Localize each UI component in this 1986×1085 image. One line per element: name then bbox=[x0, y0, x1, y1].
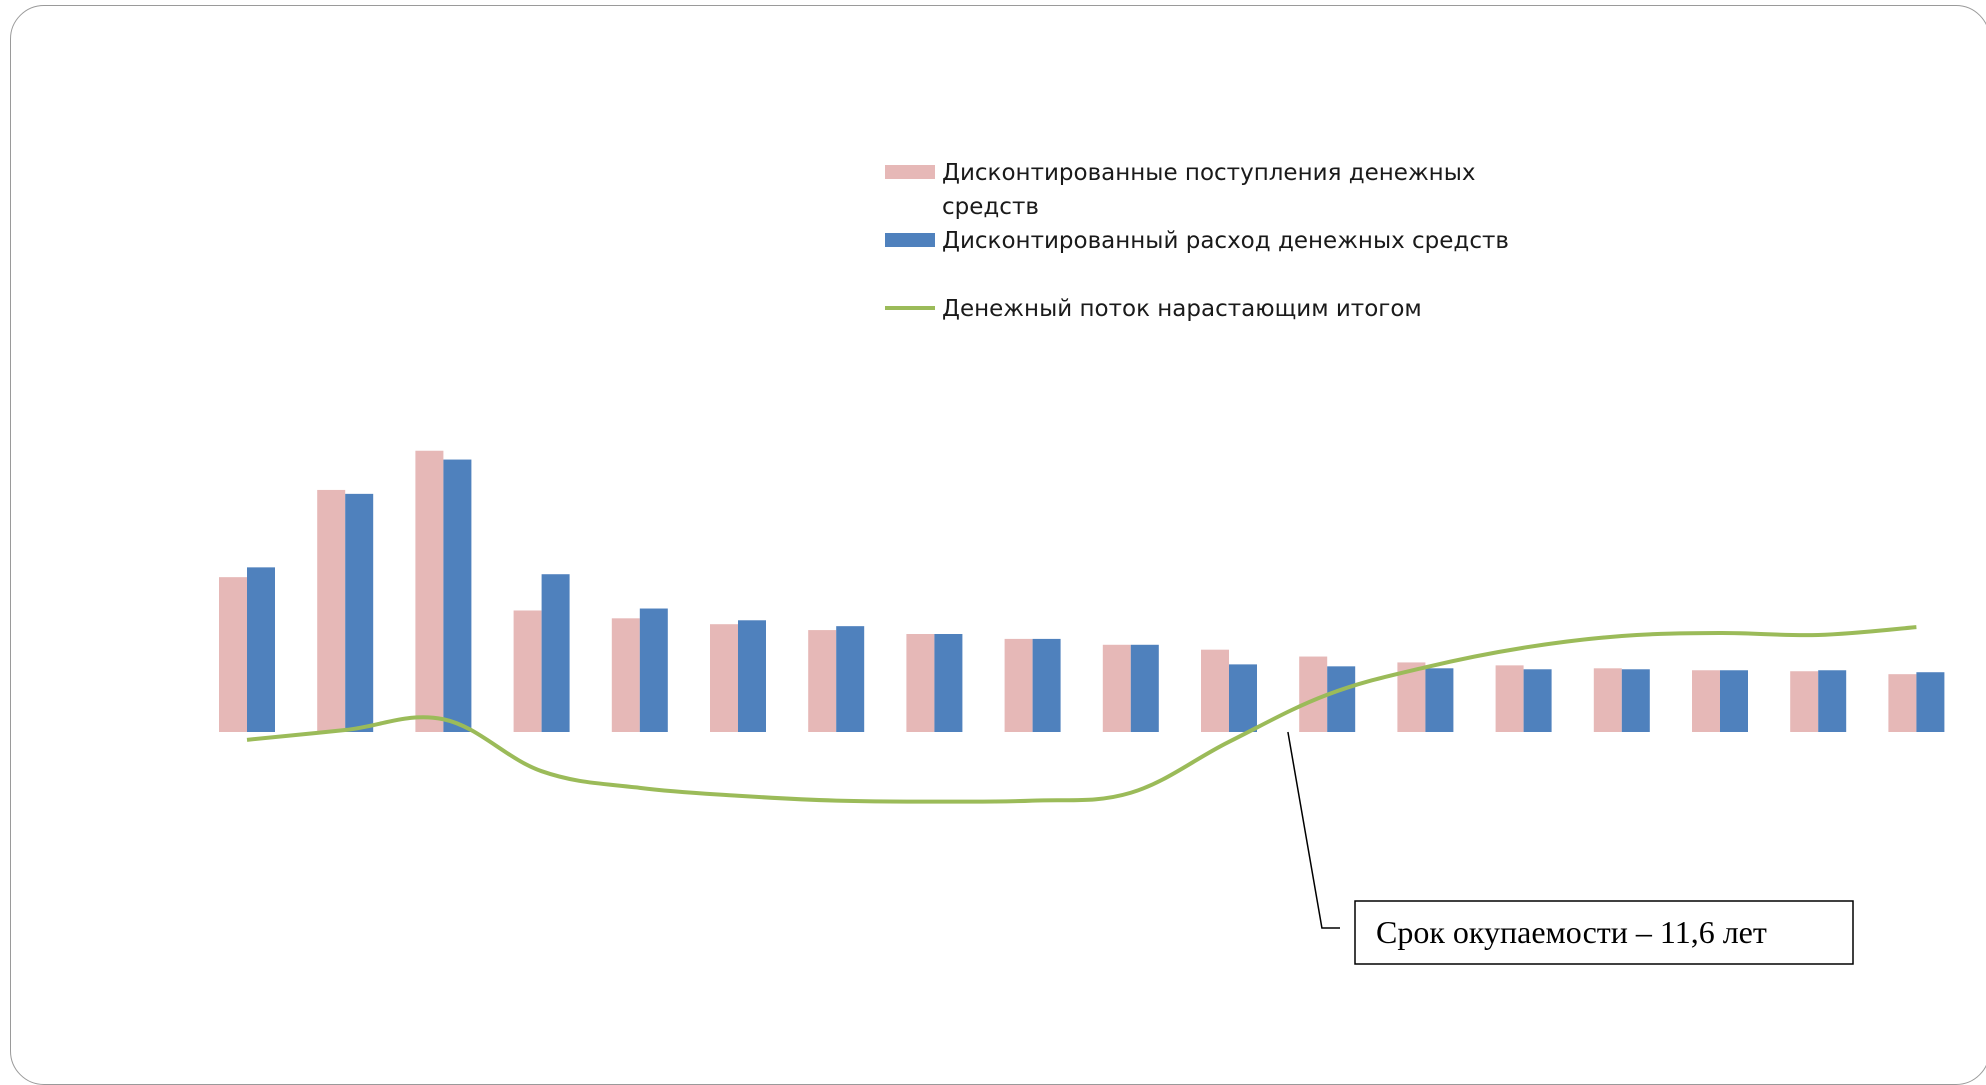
outflow-bar-2 bbox=[345, 493, 374, 732]
inflow-bar-2 bbox=[317, 489, 346, 732]
annotation-leader-line bbox=[1287, 731, 1340, 929]
inflow-bar-15 bbox=[1593, 668, 1622, 732]
legend-label-outflows: Дисконтированный расход денежных средств bbox=[942, 228, 1509, 254]
legend-label-inflows-line1: Дисконтированные поступления денежных bbox=[942, 160, 1475, 186]
legend-swatch-outflows bbox=[885, 233, 935, 247]
outflow-bar-5 bbox=[639, 608, 668, 732]
outflow-bar-15 bbox=[1621, 669, 1650, 732]
bars-layer bbox=[219, 450, 1945, 732]
inflow-bar-6 bbox=[710, 624, 738, 732]
outflow-bar-4 bbox=[541, 574, 570, 732]
inflow-bar-18 bbox=[1888, 674, 1917, 732]
outflow-bar-14 bbox=[1523, 669, 1552, 732]
outflow-bar-13 bbox=[1425, 668, 1454, 732]
outflow-bar-11 bbox=[1229, 664, 1257, 732]
outflow-bar-6 bbox=[738, 620, 766, 732]
inflow-bar-12 bbox=[1299, 656, 1328, 732]
inflow-bar-11 bbox=[1201, 649, 1229, 732]
outflow-bar-7 bbox=[836, 626, 865, 732]
outflow-bar-9 bbox=[1032, 638, 1061, 732]
annotation-text: Срок окупаемости – 11,6 лет bbox=[1376, 914, 1767, 950]
legend-swatch-inflows bbox=[885, 165, 935, 179]
outflow-bar-17 bbox=[1818, 670, 1847, 732]
inflow-bar-16 bbox=[1692, 670, 1720, 732]
inflow-bar-14 bbox=[1495, 665, 1524, 732]
inflow-bar-10 bbox=[1102, 644, 1131, 732]
inflow-bar-3 bbox=[415, 450, 444, 732]
outflow-bar-12 bbox=[1327, 666, 1356, 732]
outflow-bar-1 bbox=[247, 567, 275, 732]
outflow-bar-18 bbox=[1916, 672, 1945, 732]
inflow-bar-17 bbox=[1790, 671, 1819, 732]
payback-annotation: Срок окупаемости – 11,6 лет bbox=[1287, 731, 1854, 965]
outflow-bar-10 bbox=[1130, 644, 1159, 732]
cumulative-cash-flow-line bbox=[246, 625, 1917, 804]
inflow-bar-1 bbox=[219, 577, 247, 732]
legend-label-inflows-line2: средств bbox=[942, 194, 1039, 220]
annotation-box bbox=[1354, 900, 1854, 965]
legend: Дисконтированные поступления денежных ср… bbox=[885, 160, 1509, 322]
inflow-bar-5 bbox=[611, 618, 640, 732]
inflow-bar-7 bbox=[808, 630, 837, 732]
legend-label-cumulative: Денежный поток нарастающим итогом bbox=[942, 296, 1422, 322]
outflow-bar-3 bbox=[443, 459, 472, 732]
outflow-bar-8 bbox=[934, 634, 963, 732]
inflow-bar-9 bbox=[1004, 638, 1033, 732]
inflow-bar-4 bbox=[513, 610, 542, 732]
outflow-bar-16 bbox=[1720, 670, 1748, 732]
inflow-bar-8 bbox=[906, 634, 935, 732]
